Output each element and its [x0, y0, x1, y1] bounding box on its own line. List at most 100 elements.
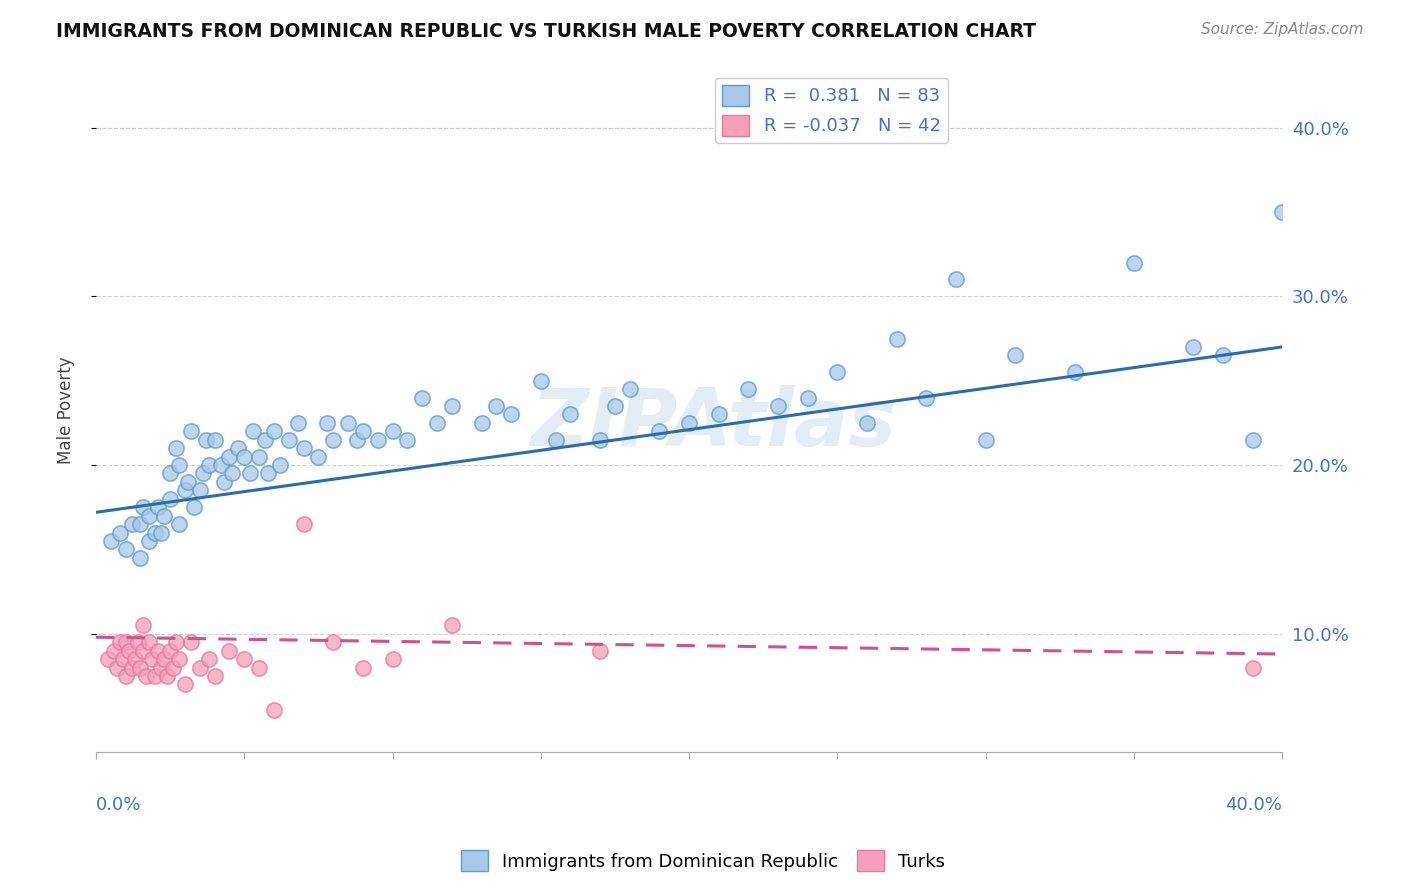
Point	[100, 533, 122, 548]
Point	[197, 458, 219, 472]
Point	[121, 660, 143, 674]
Point	[132, 500, 155, 515]
Point	[322, 433, 344, 447]
Point	[150, 660, 173, 674]
Point	[915, 391, 938, 405]
Point	[218, 450, 240, 464]
Point	[111, 652, 134, 666]
Point	[159, 491, 181, 506]
Point	[352, 660, 374, 674]
Point	[114, 542, 136, 557]
Point	[292, 441, 315, 455]
Point	[337, 416, 360, 430]
Point	[165, 635, 187, 649]
Y-axis label: Male Poverty: Male Poverty	[58, 357, 75, 464]
Point	[228, 441, 250, 455]
Point	[108, 635, 131, 649]
Point	[287, 416, 309, 430]
Point	[174, 483, 197, 498]
Point	[254, 433, 277, 447]
Point	[233, 450, 256, 464]
Point	[619, 382, 641, 396]
Point	[148, 500, 170, 515]
Point	[153, 652, 176, 666]
Point	[167, 517, 190, 532]
Point	[156, 669, 179, 683]
Point	[129, 660, 152, 674]
Point	[103, 643, 125, 657]
Point	[141, 652, 163, 666]
Point	[165, 441, 187, 455]
Text: ZIPAtlas: ZIPAtlas	[530, 384, 896, 463]
Point	[856, 416, 879, 430]
Point	[194, 433, 217, 447]
Point	[1123, 255, 1146, 269]
Point	[269, 458, 291, 472]
Point	[108, 525, 131, 540]
Point	[143, 525, 166, 540]
Point	[974, 433, 997, 447]
Point	[544, 433, 567, 447]
Point	[114, 635, 136, 649]
Point	[188, 660, 211, 674]
Point	[183, 500, 205, 515]
Point	[180, 425, 202, 439]
Text: Source: ZipAtlas.com: Source: ZipAtlas.com	[1201, 22, 1364, 37]
Point	[263, 703, 285, 717]
Point	[132, 618, 155, 632]
Point	[316, 416, 339, 430]
Point	[307, 450, 329, 464]
Point	[143, 669, 166, 683]
Point	[737, 382, 759, 396]
Point	[138, 508, 160, 523]
Point	[381, 652, 404, 666]
Point	[257, 467, 280, 481]
Point	[209, 458, 232, 472]
Point	[114, 669, 136, 683]
Point	[381, 425, 404, 439]
Point	[1212, 348, 1234, 362]
Point	[197, 652, 219, 666]
Point	[138, 635, 160, 649]
Point	[263, 425, 285, 439]
Point	[191, 467, 214, 481]
Point	[1271, 205, 1294, 219]
Point	[135, 669, 157, 683]
Point	[174, 677, 197, 691]
Point	[766, 399, 789, 413]
Point	[292, 517, 315, 532]
Point	[239, 467, 262, 481]
Point	[204, 433, 226, 447]
Point	[396, 433, 419, 447]
Point	[167, 458, 190, 472]
Point	[221, 467, 243, 481]
Point	[148, 643, 170, 657]
Point	[117, 643, 139, 657]
Point	[411, 391, 433, 405]
Point	[129, 550, 152, 565]
Point	[1241, 433, 1264, 447]
Point	[150, 525, 173, 540]
Point	[138, 533, 160, 548]
Point	[678, 416, 700, 430]
Point	[162, 660, 184, 674]
Point	[242, 425, 264, 439]
Point	[105, 660, 128, 674]
Point	[153, 508, 176, 523]
Point	[212, 475, 235, 489]
Point	[707, 408, 730, 422]
Point	[485, 399, 508, 413]
Point	[426, 416, 449, 430]
Point	[440, 618, 463, 632]
Point	[177, 475, 200, 489]
Point	[159, 467, 181, 481]
Text: 40.0%: 40.0%	[1226, 797, 1282, 814]
Point	[233, 652, 256, 666]
Point	[648, 425, 671, 439]
Point	[322, 635, 344, 649]
Text: IMMIGRANTS FROM DOMINICAN REPUBLIC VS TURKISH MALE POVERTY CORRELATION CHART: IMMIGRANTS FROM DOMINICAN REPUBLIC VS TU…	[56, 22, 1036, 41]
Point	[1004, 348, 1026, 362]
Point	[159, 643, 181, 657]
Point	[352, 425, 374, 439]
Point	[367, 433, 389, 447]
